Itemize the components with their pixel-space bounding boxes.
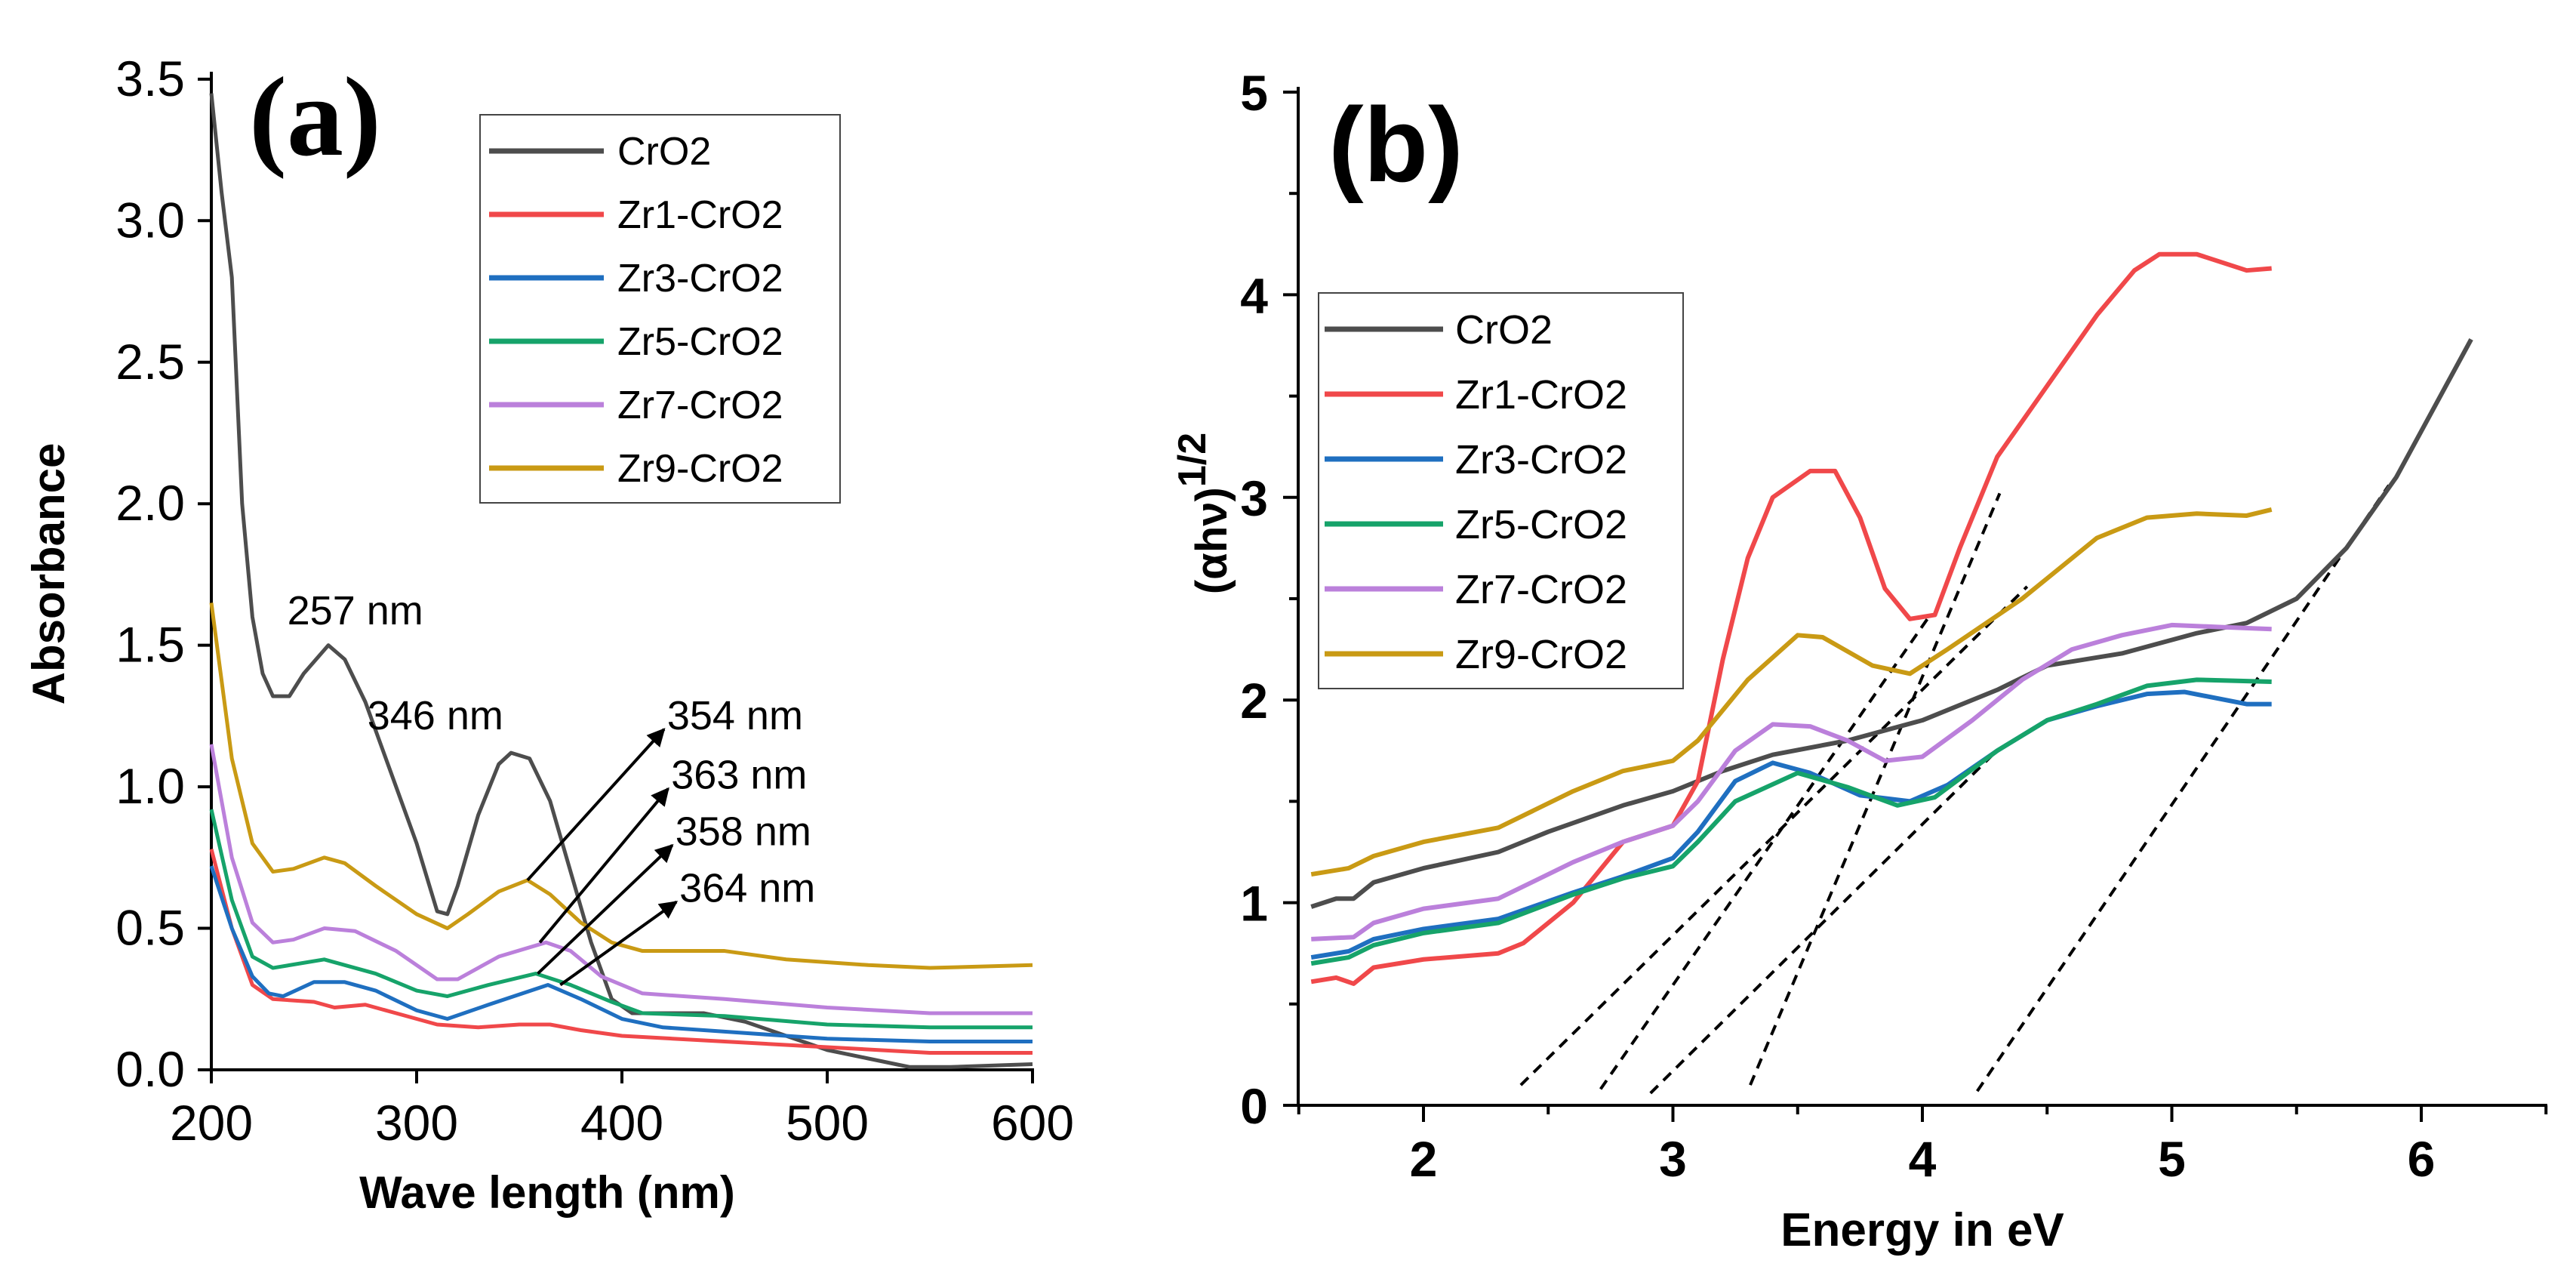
annotation-arrow [537, 843, 674, 975]
panel-a-x-axis-title: Wave length (nm) [359, 1167, 735, 1218]
annotation-label: 358 nm [676, 809, 811, 855]
series-line-zr7-cro2 [209, 744, 1033, 1015]
y-tick-label: 3 [1240, 470, 1268, 526]
series-line-cro2 [1310, 338, 2473, 909]
y-tick-label: 1.0 [115, 758, 185, 814]
legend-label: Zr9-CrO2 [1455, 632, 1627, 677]
series-line-zr3-cro2 [1310, 689, 2272, 960]
y-tick-label: 1 [1240, 876, 1268, 932]
tangent-line [1599, 618, 1929, 1090]
annotation-arrow [538, 787, 669, 944]
tangent-line [1519, 585, 2029, 1086]
tangent-line [1649, 751, 1996, 1095]
legend-label: Zr5-CrO2 [617, 320, 783, 364]
annotation-label: 363 nm [671, 753, 807, 798]
y-tick-label: 2.5 [115, 334, 185, 390]
legend-b: CrO2 Zr1-CrO2 Zr3-CrO2 Zr5-CrO2 Zr7-CrO2 Zr9-… [1318, 292, 1684, 689]
series-line-zr5-cro2 [1310, 677, 2272, 966]
x-tick-label: 600 [991, 1095, 1074, 1151]
panel-b-y-axis-title: (αhν)1/2 [1171, 433, 1236, 594]
series-line-zr9-cro2 [209, 602, 1033, 970]
legend-label: CrO2 [1455, 307, 1553, 353]
annotation-label: 257 nm [288, 588, 423, 633]
y-tick-label: 4 [1240, 267, 1268, 323]
panel-a-label: (a) [249, 54, 381, 180]
x-tick-label: 6 [2408, 1131, 2436, 1187]
legend-box [1318, 292, 1684, 689]
y-tick-label: 3.5 [115, 51, 185, 106]
y-tick-label: 1.5 [115, 617, 185, 673]
legend-label: Zr1-CrO2 [1455, 372, 1627, 418]
y-tick-label: 3.0 [115, 192, 185, 248]
legend-label: Zr5-CrO2 [1455, 502, 1627, 547]
panel-b-y-axis-title-sup: 1/2 [1171, 433, 1214, 487]
x-tick-label: 400 [580, 1095, 663, 1151]
x-tick-label: 4 [1909, 1131, 1937, 1187]
x-tick-label: 3 [1659, 1131, 1687, 1187]
legend-label: CrO2 [617, 130, 711, 174]
annotation-arrow [526, 728, 666, 882]
series-line-zr9-cro2 [1310, 507, 2273, 877]
series-line-zr3-cro2 [209, 865, 1033, 1044]
y-tick-label: 0.0 [115, 1041, 185, 1097]
series-line-zr1-cro2 [209, 848, 1033, 1055]
x-tick-label: 500 [786, 1095, 869, 1151]
x-tick-label: 2 [1410, 1131, 1438, 1187]
y-tick-label: 5 [1240, 65, 1268, 121]
legend-label: Zr7-CrO2 [617, 384, 783, 427]
y-tick-label: 0 [1240, 1078, 1268, 1134]
series-line-zr5-cro2 [209, 809, 1033, 1030]
series-line-zr1-cro2 [1310, 251, 2272, 986]
series-line-cro2 [209, 93, 1033, 1069]
panel-b-label: (b) [1328, 85, 1463, 204]
annotation-label: 354 nm [667, 693, 803, 738]
tangent-line [1749, 492, 2002, 1086]
annotation-label: 364 nm [679, 866, 815, 911]
legend-label: Zr1-CrO2 [617, 193, 783, 237]
annotation-label: 346 nm [368, 693, 503, 738]
x-tick-label: 5 [2158, 1131, 2186, 1187]
legend-label: Zr3-CrO2 [1455, 437, 1627, 482]
y-tick-label: 2 [1240, 673, 1268, 729]
panel-a: (a) Wave length (nm) Absorbance 200 300 40… [23, 51, 1074, 1218]
legend-label: Zr7-CrO2 [1455, 567, 1627, 612]
x-tick-label: 200 [170, 1095, 253, 1151]
series-line-zr7-cro2 [1311, 622, 2272, 941]
tangent-line [1976, 484, 2390, 1092]
y-tick-label: 2.0 [115, 475, 185, 531]
panel-b-x-axis-title: Energy in eV [1780, 1204, 2064, 1256]
legend-label: Zr9-CrO2 [617, 447, 783, 491]
y-tick-label: 0.5 [115, 900, 185, 956]
panel-b: (b) Energy in eV (αhν)1/2 2 3 4 5 6 0 1 2 3 4 5 CrO… [1171, 65, 2548, 1256]
legend-a: CrO2 Zr1-CrO2 Zr3-CrO2 Zr5-CrO2 Zr7-CrO2 Zr9-… [479, 114, 841, 504]
panel-b-y-axis-title-base: (αhν) [1187, 487, 1236, 594]
panel-a-y-axis-title: Absorbance [23, 443, 74, 705]
legend-label: Zr3-CrO2 [617, 257, 783, 300]
legend-box [479, 114, 841, 504]
x-tick-label: 300 [375, 1095, 458, 1151]
annotation-arrow [559, 900, 679, 987]
